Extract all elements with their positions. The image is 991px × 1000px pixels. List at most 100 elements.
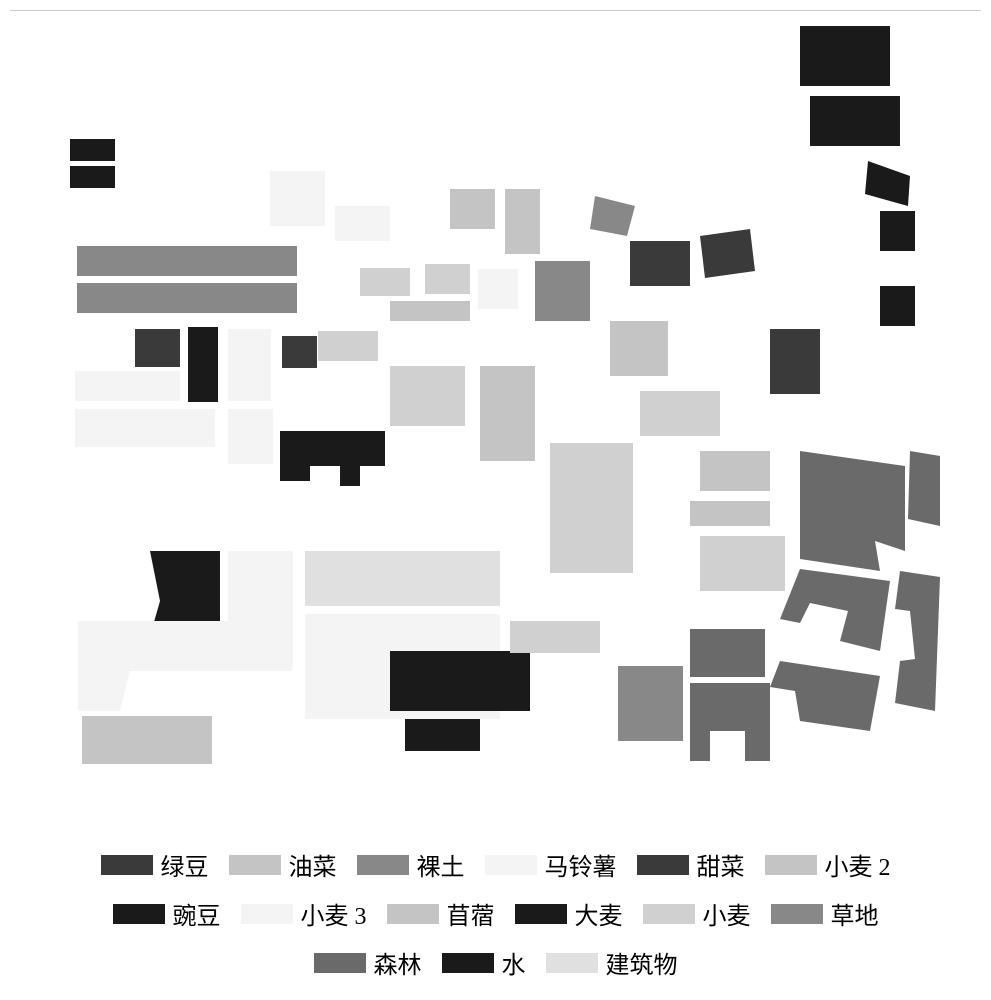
legend: 绿豆 油菜 裸土 马铃薯 甜菜小麦 2 豌豆 小麦 3 苜蓿 大麦 小麦 草地 森林 水 建筑物 bbox=[0, 847, 991, 980]
parcel-forest bbox=[908, 451, 940, 526]
legend-label-baresoil: 裸土 bbox=[417, 847, 465, 882]
parcel-mungbean bbox=[135, 329, 180, 367]
legend-item-wheat: 小麦 bbox=[643, 896, 751, 931]
legend-swatch-potato bbox=[485, 855, 537, 875]
parcel-barley bbox=[405, 719, 480, 751]
legend-label-forest: 森林 bbox=[374, 945, 422, 980]
parcel-lucerne bbox=[82, 716, 212, 764]
parcel-forest bbox=[770, 661, 880, 731]
parcel-wheat3 bbox=[478, 269, 518, 309]
parcel-wheat bbox=[318, 331, 378, 361]
parcel-wheat3 bbox=[75, 409, 215, 447]
legend-item-water: 水 bbox=[442, 945, 526, 980]
parcel-potato bbox=[270, 171, 325, 226]
legend-swatch-lucerne bbox=[387, 904, 439, 924]
legend-label-mungbean: 绿豆 bbox=[161, 847, 209, 882]
legend-label-lucerne: 苜蓿 bbox=[447, 896, 495, 931]
parcel-sugarbeet bbox=[770, 329, 820, 394]
parcel-forest bbox=[690, 683, 770, 761]
legend-item-grass: 草地 bbox=[771, 896, 879, 931]
parcel-wheat bbox=[550, 443, 633, 573]
legend-swatch-baresoil bbox=[357, 855, 409, 875]
parcel-sugarbeet bbox=[630, 241, 690, 286]
legend-label-grass: 草地 bbox=[831, 896, 879, 931]
parcel-wheat bbox=[360, 268, 410, 296]
legend-item-mungbean: 绿豆 bbox=[101, 847, 209, 882]
parcel-water bbox=[800, 26, 890, 86]
legend-swatch-forest bbox=[314, 953, 366, 973]
legend-swatch-pea bbox=[113, 904, 165, 924]
parcel-wheat2 bbox=[700, 451, 770, 491]
legend-item-rapeseed: 油菜 bbox=[229, 847, 337, 882]
legend-item-wheat3: 小麦 3 bbox=[241, 896, 367, 931]
legend-item-lucerne: 苜蓿 bbox=[387, 896, 495, 931]
parcel-lucerne bbox=[390, 301, 470, 321]
legend-label-barley: 大麦 bbox=[575, 896, 623, 931]
legend-swatch-grass bbox=[771, 904, 823, 924]
legend-label-potato: 马铃薯 bbox=[545, 847, 617, 882]
parcel-building bbox=[305, 551, 500, 606]
legend-row-1: 绿豆 油菜 裸土 马铃薯 甜菜小麦 2 bbox=[101, 847, 891, 882]
legend-swatch-building bbox=[546, 953, 598, 973]
legend-swatch-rapeseed bbox=[229, 855, 281, 875]
legend-label-building: 建筑物 bbox=[606, 945, 678, 980]
parcel-pea bbox=[280, 431, 385, 486]
parcel-wheat3 bbox=[228, 409, 273, 464]
legend-row-3: 森林 水 建筑物 bbox=[314, 945, 678, 980]
classification-map bbox=[10, 10, 981, 810]
parcel-pea bbox=[188, 327, 218, 402]
parcel-pea bbox=[70, 166, 115, 188]
parcel-water bbox=[865, 161, 910, 206]
legend-swatch-barley bbox=[515, 904, 567, 924]
parcel-lucerne bbox=[505, 189, 540, 254]
parcel-baresoil bbox=[590, 196, 635, 236]
legend-swatch-water bbox=[442, 953, 494, 973]
parcel-water bbox=[880, 286, 915, 326]
legend-item-barley: 大麦 bbox=[515, 896, 623, 931]
legend-swatch-wheat2 bbox=[765, 855, 817, 875]
legend-item-forest: 森林 bbox=[314, 945, 422, 980]
parcel-wheat3 bbox=[335, 206, 390, 241]
parcel-sugarbeet bbox=[700, 229, 755, 278]
parcel-wheat3 bbox=[228, 329, 271, 401]
legend-swatch-wheat3 bbox=[241, 904, 293, 924]
map-canvas bbox=[10, 11, 981, 811]
parcel-pea bbox=[70, 139, 115, 161]
parcel-water bbox=[880, 211, 915, 251]
legend-swatch-mungbean bbox=[101, 855, 153, 875]
parcel-water bbox=[810, 96, 900, 146]
parcel-wheat bbox=[700, 536, 785, 591]
parcel-baresoil bbox=[535, 261, 590, 321]
legend-label-water: 水 bbox=[502, 945, 526, 980]
parcel-lucerne bbox=[690, 501, 770, 526]
legend-item-potato: 马铃薯 bbox=[485, 847, 617, 882]
legend-item-wheat2: 小麦 2 bbox=[765, 847, 891, 882]
parcel-forest bbox=[800, 451, 905, 571]
legend-label-wheat3: 小麦 3 bbox=[301, 896, 367, 931]
legend-item-sugarbeet: 甜菜 bbox=[637, 847, 745, 882]
parcel-wheat bbox=[640, 391, 720, 436]
legend-item-pea: 豌豆 bbox=[113, 896, 221, 931]
parcel-barley bbox=[390, 651, 530, 711]
parcel-baresoil bbox=[77, 283, 297, 313]
parcel-wheat bbox=[510, 621, 600, 653]
legend-row-2: 豌豆 小麦 3 苜蓿 大麦 小麦 草地 bbox=[113, 896, 879, 931]
parcel-wheat2 bbox=[450, 189, 495, 229]
parcel-forest bbox=[780, 569, 890, 651]
parcel-mungbean bbox=[282, 336, 317, 368]
parcel-lucerne bbox=[480, 366, 535, 461]
parcel-forest bbox=[690, 629, 765, 677]
legend-label-wheat: 小麦 bbox=[703, 896, 751, 931]
legend-item-baresoil: 裸土 bbox=[357, 847, 465, 882]
parcel-wheat3 bbox=[75, 371, 180, 401]
parcel-wheat3 bbox=[78, 621, 292, 711]
parcel-grass bbox=[618, 666, 683, 741]
parcel-forest bbox=[895, 571, 940, 711]
legend-item-building: 建筑物 bbox=[546, 945, 678, 980]
legend-swatch-wheat bbox=[643, 904, 695, 924]
legend-label-rapeseed: 油菜 bbox=[289, 847, 337, 882]
legend-label-pea: 豌豆 bbox=[173, 896, 221, 931]
parcel-wheat bbox=[425, 264, 470, 294]
legend-label-sugarbeet: 甜菜 bbox=[697, 847, 745, 882]
legend-swatch-sugarbeet bbox=[637, 855, 689, 875]
